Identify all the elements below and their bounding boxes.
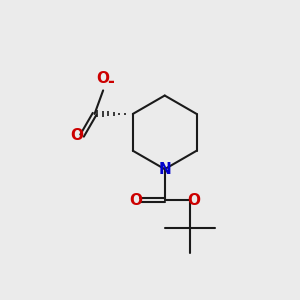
Text: O: O [129, 193, 142, 208]
Text: O: O [97, 71, 110, 86]
Text: O: O [188, 193, 201, 208]
Text: -: - [107, 73, 114, 91]
Text: N: N [158, 162, 171, 177]
Text: O: O [70, 128, 83, 142]
